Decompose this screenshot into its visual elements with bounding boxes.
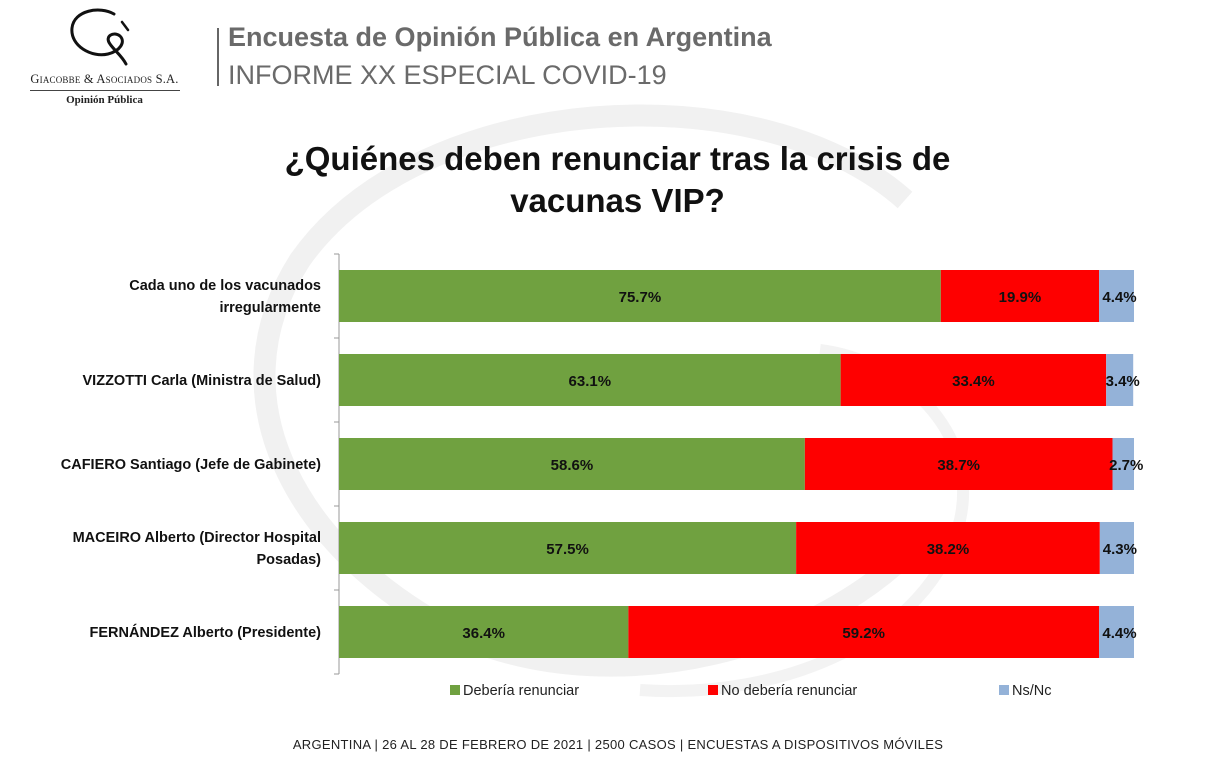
company-logo: Giacobbe & Asociados S.A. Opinión Públic… [22,6,187,110]
bar-segment [1112,438,1134,490]
category-label-line: VIZZOTTI Carla (Ministra de Salud) [83,373,322,389]
data-label: 4.4% [1102,625,1136,642]
data-label: 4.4% [1102,289,1136,306]
bar-segment [339,522,797,574]
bar-segment [339,606,629,658]
data-label: 38.2% [927,541,970,558]
data-label: 33.4% [952,373,995,390]
legend-label: No debería renunciar [721,683,857,699]
legend-swatch [450,685,460,695]
bar-segment [339,270,941,322]
data-label: 75.7% [619,289,662,306]
logo-company-name: Giacobbe & Asociados S.A. [30,72,179,86]
data-label: 3.4% [1106,373,1140,390]
category-label-line: FERNÁNDEZ Alberto (Presidente) [90,624,322,641]
data-label: 57.5% [546,541,589,558]
legend-label: Debería renunciar [463,683,579,699]
bar-segment [1099,522,1134,574]
bar-segment [796,522,1100,574]
data-label: 19.9% [999,289,1042,306]
category-label: VIZZOTTI Carla (Ministra de Salud) [83,373,322,389]
category-label-line: CAFIERO Santiago (Jefe de Gabinete) [61,457,321,473]
bar-segment [940,270,1100,322]
data-label: 2.7% [1109,457,1143,474]
chart-title-line-2: vacunas VIP? [510,182,725,219]
data-label: 63.1% [569,373,612,390]
chart-title: ¿Quiénes deben renunciar tras la crisis … [255,138,980,222]
bar-segment [1099,606,1134,658]
category-label: CAFIERO Santiago (Jefe de Gabinete) [61,457,321,473]
category-label-line: Cada uno de los vacunados [129,278,321,294]
report-title: Encuesta de Opinión Pública en Argentina [228,22,772,52]
bar-segment [339,438,805,490]
data-label: 58.6% [551,457,594,474]
category-label: MACEIRO Alberto (Director Hospital Posada… [73,530,322,568]
bar-segment [804,438,1113,490]
category-label-line: irregularmente [219,300,321,316]
logo-mark-icon [70,8,130,66]
header-divider [217,28,219,86]
legend-swatch [708,685,718,695]
data-label: 36.4% [462,625,505,642]
bar-segment [1106,354,1134,406]
report-subtitle: INFORME XX ESPECIAL COVID-19 [228,60,667,90]
chart-title-line-1: ¿Quiénes deben renunciar tras la crisis … [284,140,951,177]
legend-swatch [999,685,1009,695]
category-label-line: MACEIRO Alberto (Director Hospital [73,530,321,546]
logo-rule [30,90,180,91]
legend-label: Ns/Nc [1012,683,1051,699]
data-label: 4.3% [1103,541,1137,558]
footer-caption: ARGENTINA | 26 AL 28 DE FEBRERO DE 2021 … [292,737,944,752]
bar-segment [339,354,841,406]
bar-segment [1099,270,1134,322]
bar-segment [628,606,1100,658]
data-label: 38.7% [937,457,980,474]
data-label: 59.2% [842,625,885,642]
category-label-line: Posadas) [257,552,322,568]
logo-subtitle: Opinión Pública [66,94,143,106]
category-label: Cada uno de los vacunados irregularmente [129,278,321,316]
bar-segment [840,354,1107,406]
category-label: FERNÁNDEZ Alberto (Presidente) [90,624,322,641]
